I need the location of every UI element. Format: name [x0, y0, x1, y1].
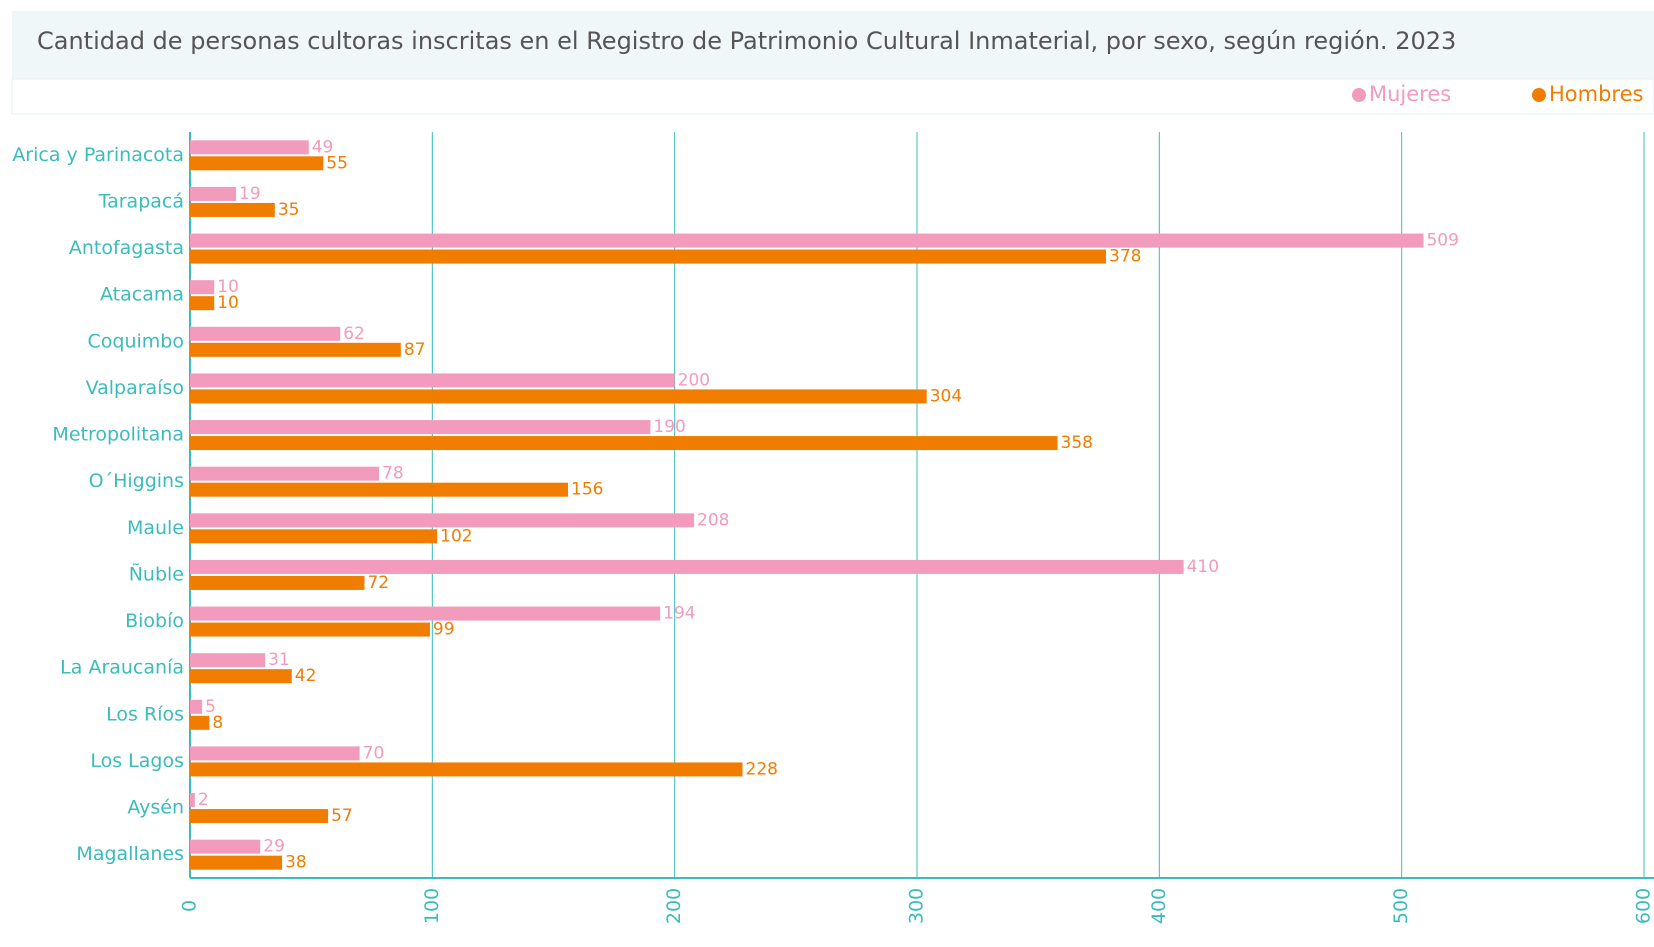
y-tick-label: Los Lagos — [90, 750, 184, 772]
value-label: 208 — [697, 510, 729, 530]
value-label: 87 — [404, 340, 426, 360]
value-label: 378 — [1109, 247, 1141, 267]
value-label: 410 — [1187, 557, 1219, 577]
y-tick-label: Los Ríos — [106, 703, 184, 725]
value-label: 31 — [268, 650, 290, 670]
value-label: 304 — [930, 386, 962, 406]
x-tick-label: 100 — [421, 888, 443, 924]
x-tick-label: 200 — [663, 888, 685, 924]
legend-label: Hombres — [1549, 82, 1643, 106]
value-label: 200 — [678, 370, 710, 390]
bar — [190, 699, 203, 714]
y-tick-label: Valparaíso — [86, 377, 184, 399]
y-tick-label: Magallanes — [76, 843, 184, 865]
value-label: 99 — [433, 620, 455, 640]
y-tick-label: Maule — [127, 517, 184, 539]
value-label: 358 — [1061, 433, 1093, 453]
bar — [190, 839, 261, 854]
y-tick-label: Ñuble — [129, 562, 184, 585]
bar — [190, 249, 1107, 264]
y-tick-label: O´Higgins — [89, 470, 184, 492]
bar — [190, 575, 365, 590]
x-tick-label: 0 — [179, 900, 201, 912]
value-label: 78 — [382, 464, 404, 484]
bar — [190, 466, 380, 481]
y-tick-label: Metropolitana — [52, 424, 184, 446]
y-tick-label: Tarapacá — [98, 190, 184, 212]
x-tick-label: 600 — [1633, 888, 1654, 924]
bar — [190, 326, 341, 341]
legend-marker — [1352, 88, 1366, 102]
bar — [190, 809, 329, 824]
bar — [190, 202, 275, 217]
value-label: 5 — [205, 697, 216, 717]
value-label: 509 — [1426, 231, 1458, 251]
value-label: 156 — [571, 480, 603, 500]
value-label: 38 — [285, 853, 307, 873]
bar — [190, 715, 210, 730]
bar — [190, 482, 569, 497]
legend-band — [11, 78, 1654, 115]
value-label: 10 — [217, 277, 239, 297]
y-tick-label: Biobío — [125, 610, 184, 632]
bar — [190, 793, 195, 808]
value-label: 102 — [440, 526, 472, 546]
bar — [190, 389, 927, 404]
title-band — [12, 11, 1654, 79]
value-label: 2 — [198, 790, 209, 810]
legend-marker — [1532, 88, 1546, 102]
value-label: 72 — [367, 573, 389, 593]
bar — [190, 342, 401, 357]
value-label: 228 — [746, 759, 778, 779]
y-tick-label: La Araucanía — [60, 657, 184, 679]
value-label: 10 — [217, 293, 239, 313]
bar — [190, 233, 1424, 248]
bar — [190, 156, 324, 171]
bar — [190, 140, 309, 155]
legend-label: Mujeres — [1369, 82, 1451, 106]
value-label: 62 — [343, 324, 365, 344]
bar — [190, 746, 360, 761]
value-label: 35 — [278, 200, 300, 220]
value-label: 29 — [263, 837, 285, 857]
value-label: 57 — [331, 806, 353, 826]
bar — [190, 373, 675, 388]
y-tick-label: Coquimbo — [88, 330, 184, 352]
bar — [190, 186, 237, 201]
value-label: 190 — [653, 417, 685, 437]
bar — [190, 296, 215, 311]
bar — [190, 529, 438, 544]
bar — [190, 855, 283, 870]
value-label: 49 — [312, 137, 334, 157]
bar — [190, 669, 292, 684]
bar — [190, 653, 266, 668]
x-tick-label: 400 — [1148, 888, 1170, 924]
y-tick-label: Atacama — [100, 284, 184, 306]
bar — [190, 436, 1058, 451]
bar — [190, 762, 743, 777]
bar — [190, 622, 430, 637]
bar — [190, 559, 1184, 574]
y-tick-label: Aysén — [127, 797, 184, 819]
bar — [190, 513, 695, 528]
chart-title: Cantidad de personas cultoras inscritas … — [37, 27, 1456, 55]
value-label: 19 — [239, 184, 261, 204]
value-label: 194 — [663, 604, 695, 624]
bar — [190, 606, 661, 621]
bar — [190, 420, 651, 435]
x-tick-label: 300 — [906, 888, 928, 924]
y-tick-label: Arica y Parinacota — [12, 144, 184, 166]
value-label: 42 — [295, 666, 317, 686]
value-label: 70 — [363, 743, 385, 763]
x-tick-label: 500 — [1390, 888, 1412, 924]
value-label: 8 — [212, 713, 223, 733]
value-label: 55 — [326, 153, 348, 173]
bar — [190, 280, 215, 295]
y-tick-label: Antofagasta — [69, 237, 184, 259]
